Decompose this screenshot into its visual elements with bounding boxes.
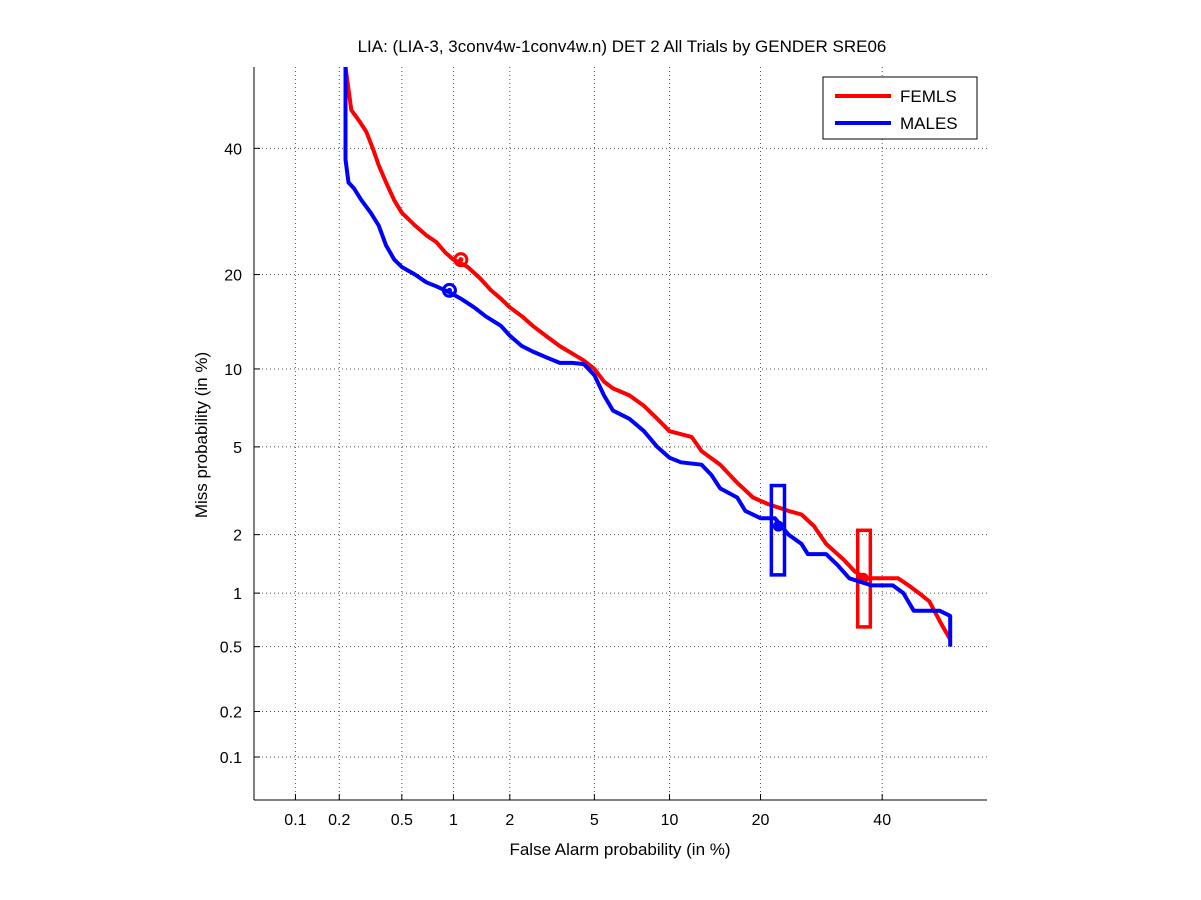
x-tick-label: 0.5 <box>391 812 413 829</box>
y-tick-label: 1 <box>233 586 242 603</box>
x-tick-label: 1 <box>449 812 458 829</box>
grid-lines <box>254 67 987 800</box>
tick-labels: 0.1 0.2 0.5 1 2 5 10 20 40 0.1 0.2 0.5 1 2 5 10 20 40 <box>220 141 891 829</box>
y-tick-label: 5 <box>233 440 242 457</box>
y-tick-label: 0.1 <box>220 750 242 767</box>
x-tick-label: 5 <box>590 812 599 829</box>
y-tick-label: 0.5 <box>220 640 242 657</box>
operating-point-males <box>441 282 457 298</box>
x-tick-label: 10 <box>661 812 679 829</box>
series-line-males <box>343 67 953 647</box>
x-tick-label: 40 <box>873 812 891 829</box>
operating-point-femls <box>453 252 469 268</box>
x-tick-label: 20 <box>752 812 770 829</box>
x-tick-label: 0.2 <box>328 812 350 829</box>
y-tick-label: 0.2 <box>220 705 242 722</box>
y-tick-label: 20 <box>224 268 242 285</box>
y-axis-label: Miss probability (in %) <box>192 352 211 518</box>
confidence-box-femls <box>855 528 873 629</box>
confidence-box-males <box>769 483 787 577</box>
legend-label-femls: FEMLS <box>900 87 957 106</box>
series-line-femls <box>343 66 952 641</box>
legend-label-males: MALES <box>900 114 958 133</box>
axes <box>253 67 987 801</box>
min-cost-point-males <box>772 520 784 532</box>
y-tick-label: 2 <box>233 528 242 545</box>
series-layer <box>343 66 953 647</box>
y-tick-label: 40 <box>224 141 242 158</box>
x-axis-label: False Alarm probability (in %) <box>509 840 730 859</box>
x-tick-label: 2 <box>505 812 514 829</box>
chart-title: LIA: (LIA-3, 3conv4w-1conv4w.n) DET 2 Al… <box>358 37 887 56</box>
x-tick-label: 0.1 <box>284 812 306 829</box>
legend-box <box>822 76 978 140</box>
y-tick-label: 10 <box>224 362 242 379</box>
operating-point-center-males <box>446 287 452 293</box>
operating-point-center-femls <box>458 257 464 263</box>
legend: FEMLS MALES <box>822 76 978 140</box>
